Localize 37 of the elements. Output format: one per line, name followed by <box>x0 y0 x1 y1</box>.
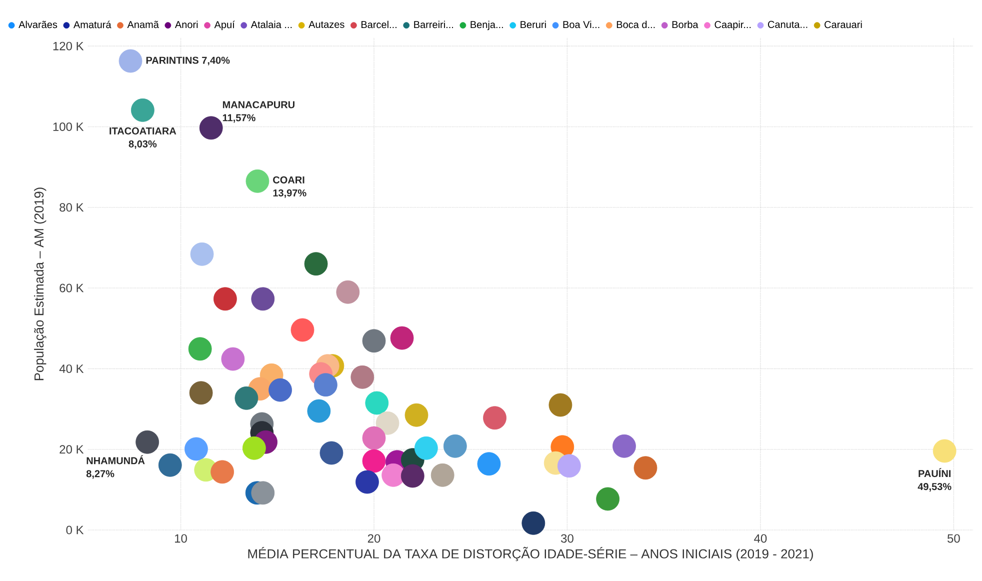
x-tick-label: 10 <box>174 534 187 543</box>
legend-label: Caapir... <box>714 20 751 30</box>
y-tick-label: 100 K <box>53 122 84 131</box>
legend-label: Canuta... <box>768 20 808 28</box>
legend-label: Benja... <box>470 20 503 30</box>
y-tick-label: 60 K <box>60 284 84 292</box>
y-tick-label: 20 K <box>60 445 84 454</box>
y-tick-label: 40 K <box>59 364 84 373</box>
legend-label: Beruri <box>520 20 546 28</box>
annotation: PARINTINS 7,40% <box>146 56 230 66</box>
annotation: COARI 13,97% <box>273 176 306 198</box>
legend-label: Carauari <box>824 20 862 28</box>
legend-label: Atalaia ... <box>250 20 292 28</box>
legend-label: Autazes <box>308 20 344 28</box>
legend-label: Borba <box>672 20 698 28</box>
y-tick-label: 80 K <box>60 203 84 212</box>
legend-label: Anamã <box>127 20 159 28</box>
x-tick-label: 20 <box>368 534 380 543</box>
y-tick-label: 0 K <box>66 526 84 534</box>
y-tick-label: 120 K <box>53 42 84 50</box>
annotation: PAUÍNI 49,53% <box>918 468 952 492</box>
y-axis-title: População Estimada – AM (2019) <box>34 188 46 380</box>
legend-label: Boca d... <box>616 20 655 28</box>
x-tick-label: 30 <box>561 534 574 543</box>
x-axis-title: MÉDIA PERCENTUAL DA TAXA DE DISTORÇÃO IDADE-SÉRIE – ANOS INICIAIS (2019 - 2021) <box>248 546 813 562</box>
legend-label: Amaturá <box>73 20 112 28</box>
legend-label: Barreiri... <box>414 20 453 28</box>
legend-label: Anori <box>174 20 198 28</box>
annotation: MANACAPURU 11,57% <box>222 101 294 123</box>
legend-label: Apuí <box>214 20 235 30</box>
annotation: ITACOATIARA 8,03% <box>110 127 176 149</box>
x-tick-label: 40 <box>754 534 767 543</box>
legend-label: Alvarães <box>18 20 58 28</box>
legend-label: Barcel... <box>361 20 396 28</box>
annotation: NHAMUNDÁ 8,27% <box>86 455 145 479</box>
x-tick-label: 50 <box>948 534 960 543</box>
legend-label: Boa Vi... <box>563 20 600 28</box>
